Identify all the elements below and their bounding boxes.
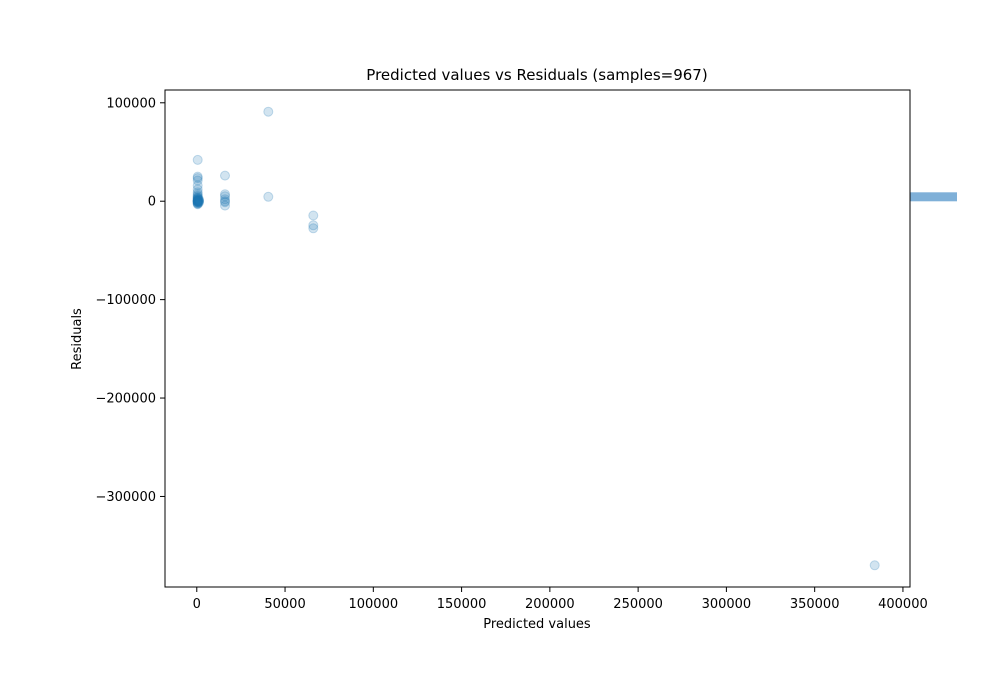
scatter-point [192, 193, 203, 204]
scatter-point [220, 189, 230, 200]
scatter-point [192, 195, 203, 206]
x-tick-label: 400000 [878, 597, 928, 612]
scatter-point [192, 171, 203, 182]
x-tick-label: 0 [193, 597, 201, 612]
scatter-point [192, 194, 203, 205]
scatter-point [308, 223, 319, 234]
scatter-point [192, 195, 203, 206]
scatter-point [220, 194, 230, 205]
scatter-point [192, 193, 203, 204]
scatter-point [192, 195, 203, 206]
scatter-point [192, 197, 203, 208]
scatter-point [192, 187, 203, 198]
scatter-point [192, 196, 203, 207]
scatter-point [308, 220, 319, 231]
scatter-point [192, 175, 203, 186]
x-tick-label: 200000 [525, 597, 575, 612]
scatter-point [220, 170, 230, 181]
y-tick-label: 0 [148, 195, 156, 210]
scatter-point [192, 197, 203, 207]
scatter-point [193, 197, 204, 208]
scatter-point [192, 180, 203, 191]
y-tick-label: −200000 [95, 392, 156, 407]
scatter-point [192, 196, 203, 207]
scatter-point [192, 199, 203, 210]
scatter-point [192, 195, 203, 206]
scatter-point [192, 154, 203, 165]
x-axis-label: Predicted values [483, 617, 591, 632]
scatter-point [193, 195, 204, 206]
scatter-point [193, 196, 204, 207]
x-tick-label: 50000 [264, 597, 305, 612]
scatter-point [192, 198, 203, 209]
scatter-point [220, 197, 230, 208]
scatter-point [220, 191, 230, 202]
scatter-point [192, 194, 203, 205]
scatter-point [220, 200, 230, 211]
scatter-point [193, 196, 204, 207]
scatter-point [192, 184, 203, 195]
y-tick-label: −300000 [95, 490, 156, 505]
y-axis-label: Residuals [70, 308, 85, 370]
scatter-point [220, 196, 230, 207]
scatter-point [308, 210, 319, 221]
scatter-point [192, 197, 203, 208]
x-tick-label: 100000 [348, 597, 398, 612]
scatter-point [263, 106, 274, 117]
scatter-point [192, 173, 203, 184]
scatter-point [192, 196, 203, 207]
x-tick-label: 250000 [613, 597, 663, 612]
x-tick-label: 150000 [437, 597, 487, 612]
scatter-point [263, 191, 274, 202]
scatter-point [193, 195, 204, 206]
scatter-point [192, 192, 203, 203]
plot-area-frame [164, 89, 911, 588]
x-tick-label: 350000 [790, 597, 840, 612]
x-tick-label: 300000 [702, 597, 752, 612]
scatter-point [192, 196, 203, 207]
y-tick-label: 100000 [106, 96, 156, 111]
chart-title: Predicted values vs Residuals (samples=9… [366, 66, 707, 84]
scatter-point [192, 191, 203, 202]
scatter-point [192, 189, 203, 200]
scatter-point [193, 194, 204, 205]
side-marker [910, 192, 957, 202]
y-tick-label: −100000 [95, 293, 156, 308]
scatter-point [869, 560, 880, 571]
scatter-point [192, 190, 203, 201]
scatter-point [192, 198, 203, 209]
